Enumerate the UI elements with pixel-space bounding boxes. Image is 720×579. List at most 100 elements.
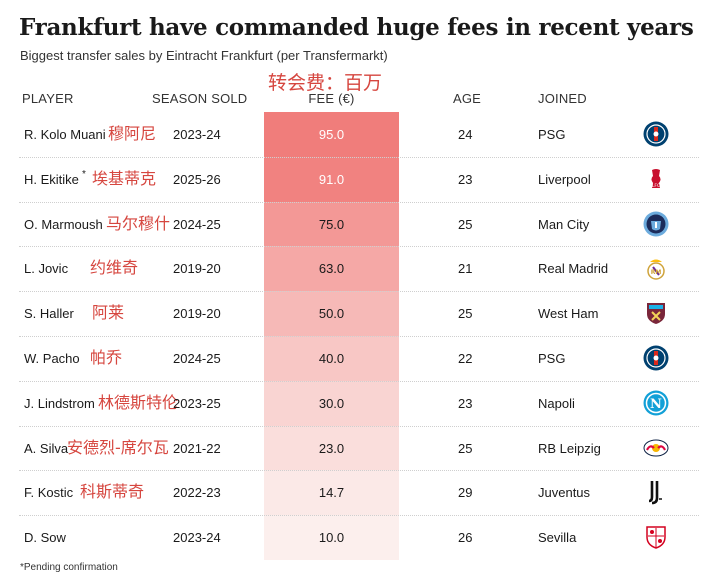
joined-club: Liverpool [538,171,591,187]
player-name: W. Pacho [24,351,80,366]
player-name: J. Lindstrom [24,395,95,411]
age: 25 [458,216,473,232]
fee-value: 40.0 [318,351,345,366]
age: 22 [458,351,473,366]
header-season-sold: SEASON SOLD [152,91,248,106]
player-name: S. Haller [24,306,74,322]
season-sold: 2019-20 [173,306,221,322]
row-divider [19,425,699,427]
player-name: H. Ekitike [24,171,79,187]
player-name-chinese: 科斯蒂奇 [80,482,145,502]
season-sold: 2023-24 [173,127,221,142]
season-sold: 2019-20 [173,261,221,277]
fee-value: 50.0 [318,306,345,322]
fee-heat-cell [264,156,399,203]
fee-value: 63.0 [318,261,345,277]
player-name: A. Silva [24,440,69,456]
joined-club: Napoli [538,395,575,411]
player-name-chinese: 穆阿尼 [108,124,157,143]
fee-value: 30.0 [318,395,345,411]
age: 23 [458,171,473,187]
footnote-mark: * [82,168,86,180]
west-ham-logo [643,300,669,326]
season-sold: 2025-26 [173,171,221,187]
joined-club: Juventus [538,485,591,501]
napoli-logo: N [643,390,669,416]
age: 23 [458,395,473,411]
player-name: F. Kostic [24,485,74,501]
man-city-logo [643,211,669,237]
fee-heat-cell [264,515,399,561]
player-name-chinese: 马尔穆什 [106,213,171,233]
header-fee: FEE (€) [308,91,355,106]
player-name: D. Sow [24,530,66,546]
fee-heat-column [264,112,399,561]
joined-club: Real Madrid [538,261,609,277]
rb-leipzig-logo [643,435,669,461]
player-name-chinese: 林德斯特伦 [98,392,179,412]
age: 25 [458,440,473,456]
player-name-chinese: 约维奇 [90,258,139,278]
row-divider [19,470,699,472]
season-sold: 2024-25 [173,216,221,232]
joined-club: West Ham [538,306,599,322]
header-joined: JOINED [538,91,587,106]
fee-heat-cell [264,246,399,292]
row-divider [19,246,699,248]
real-madrid-logo: RM [643,255,669,281]
juventus-logo [643,479,669,505]
fee-heat-cell [264,425,399,471]
liverpool-logo: LFC [643,166,669,192]
header-age: AGE [453,91,482,106]
age: 25 [458,306,473,322]
player-name-chinese: 安德烈-席尔瓦 [67,437,169,457]
row-divider [19,336,699,337]
fee-heat-cell [264,470,399,516]
player-name: R. Kolo Muani [24,127,106,142]
age: 24 [458,127,473,142]
joined-club: Sevilla [538,530,577,546]
fee-value: 10.0 [318,530,345,546]
player-name-chinese: 帕乔 [90,348,123,367]
season-sold: 2023-24 [173,530,221,546]
fee-heat-cell [264,380,399,427]
fee-heat-cell [264,112,399,158]
row-divider [19,156,699,158]
age: 26 [458,530,473,546]
footnote: *Pending confirmation [20,562,118,573]
svg-text:LFC: LFC [652,183,660,189]
fee-value: 23.0 [318,440,345,456]
psg-logo [643,121,669,147]
fee-value: 95.0 [318,127,345,142]
fee-value: 14.7 [318,485,345,501]
fee-value: 91.0 [318,171,345,187]
fee-heat-cell [264,336,399,382]
fee-heat-cell [264,291,399,337]
season-sold: 2022-23 [173,485,221,501]
svg-text:RM: RM [651,269,662,276]
age: 21 [458,261,473,277]
sevilla-logo [643,524,669,550]
psg-logo [643,345,669,371]
joined-club: Man City [538,216,590,232]
joined-club: PSG [538,127,566,142]
fee-unit-annotation: 转会费：百万 [268,72,383,94]
row-divider [19,515,699,517]
season-sold: 2023-25 [173,395,221,411]
season-sold: 2024-25 [173,351,221,366]
fee-heat-cell [264,201,399,247]
fee-value: 75.0 [318,216,345,232]
joined-club: RB Leipzig [538,440,601,456]
player-name: L. Jovic [24,261,69,277]
svg-text:N: N [650,397,662,412]
player-name-chinese: 阿莱 [92,303,125,323]
season-sold: 2021-22 [173,440,221,456]
age: 29 [458,485,473,501]
row-divider [19,291,699,293]
player-name-chinese: 埃基蒂克 [92,168,157,188]
row-divider [19,201,699,203]
chart-subtitle: Biggest transfer sales by Eintracht Fran… [20,48,388,63]
chart-title: Frankfurt have commanded huge fees in re… [19,14,694,41]
joined-club: PSG [538,351,566,366]
player-name: O. Marmoush [24,216,103,232]
